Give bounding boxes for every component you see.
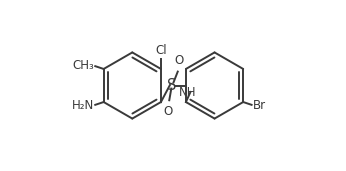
- Text: O: O: [174, 54, 184, 67]
- Text: Br: Br: [253, 99, 266, 112]
- Text: CH₃: CH₃: [73, 59, 94, 72]
- Text: Cl: Cl: [155, 44, 167, 57]
- Text: O: O: [163, 105, 173, 118]
- Text: H₂N: H₂N: [72, 99, 94, 112]
- Text: S: S: [167, 78, 177, 93]
- Text: NH: NH: [179, 86, 196, 99]
